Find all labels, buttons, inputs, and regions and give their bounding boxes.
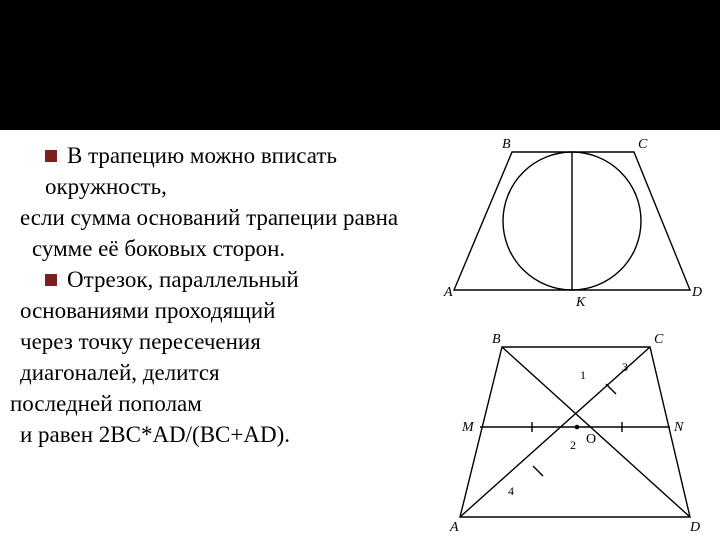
body-text: В трапецию можно вписать окружность, есл… xyxy=(20,140,450,450)
bullet-line-1: В трапецию можно вписать окружность, xyxy=(20,140,450,202)
label-3: 3 xyxy=(622,360,628,374)
label-4: 4 xyxy=(508,484,514,498)
label-A: A xyxy=(443,285,453,300)
text-p1-l2: если сумма оснований трапеции равна xyxy=(20,202,450,233)
label-D: D xyxy=(691,285,702,300)
figure-inscribed-circle: A D B C K xyxy=(442,130,702,320)
bullet-line-2: Отрезок, параллельный xyxy=(20,264,450,295)
slide-content: В трапецию можно вписать окружность, есл… xyxy=(0,130,720,150)
label-C: C xyxy=(638,137,648,152)
label-K: K xyxy=(575,295,586,310)
bullet-icon xyxy=(45,150,57,162)
bullet-icon xyxy=(45,274,57,286)
figure-diagonals: A D B C M N O 1 2 3 4 xyxy=(442,327,702,537)
text-p2-l3: через точку пересечения xyxy=(20,326,450,357)
figures-column: A D B C K A D xyxy=(442,130,702,540)
label-1: 1 xyxy=(580,368,586,382)
text-p1-l3: сумме её боковых сторон. xyxy=(20,233,450,264)
label-B2: B xyxy=(492,332,501,347)
text-p1-l1: В трапецию можно вписать окружность, xyxy=(45,143,337,199)
text-p2-l2: основаниями проходящий xyxy=(20,295,450,326)
label-M: M xyxy=(461,420,475,435)
text-p2-l4: диагоналей, делится xyxy=(20,357,450,388)
text-p2-l1: Отрезок, параллельный xyxy=(67,267,299,292)
label-N: N xyxy=(673,420,684,435)
text-p2-l5: последней пополам xyxy=(10,388,450,419)
point-O xyxy=(575,425,580,430)
label-O: O xyxy=(586,432,596,447)
text-p2-l6: и равен 2BC*AD/(BC+AD). xyxy=(20,419,450,450)
label-C2: C xyxy=(654,332,664,347)
label-D2: D xyxy=(689,520,700,535)
label-A2: A xyxy=(449,520,459,535)
label-B: B xyxy=(502,137,511,152)
label-2: 2 xyxy=(570,438,576,452)
title-blackbar xyxy=(0,0,720,130)
